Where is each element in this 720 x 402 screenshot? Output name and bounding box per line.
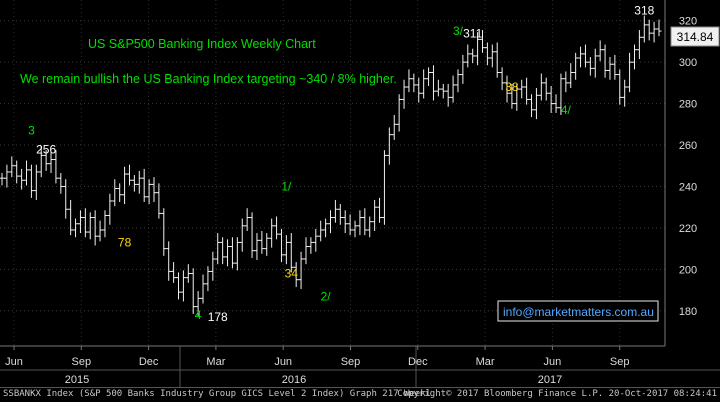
contact-email[interactable]: info@marketmatters.com.au <box>503 305 654 319</box>
annotation-label: 34 <box>285 267 299 281</box>
x-axis: Jun Sep Dec Mar Jun Sep Dec Mar Jun Sep 2015 2016 20… <box>0 345 720 388</box>
annotation-label: 256 <box>36 142 56 156</box>
x-tick-label: Jun <box>544 356 562 368</box>
annotation-label: 4 <box>195 308 202 322</box>
x-tick-label: Dec <box>408 356 428 368</box>
footer-source: SSBANKX Index (S&P 500 Banks Industry Gr… <box>3 389 432 399</box>
annotation-label: 318 <box>634 4 654 18</box>
footer-copyright: Copyright© 2017 Bloomberg Finance L.P. 2… <box>397 389 717 399</box>
y-tick-label: 280 <box>679 99 697 111</box>
x-tick-label: Jun <box>274 356 292 368</box>
chart-title: US S&P500 Banking Index Weekly Chart <box>88 37 316 51</box>
last-value-label: 314.84 <box>677 30 714 44</box>
y-tick-label: 220 <box>679 223 697 235</box>
annotation-label: 2/ <box>321 289 332 303</box>
annotation-label: 3 <box>28 124 35 138</box>
y-tick-label: 200 <box>679 264 697 276</box>
chart-commentary: We remain bullish the US Banking Index t… <box>20 72 397 86</box>
x-tick-label: Mar <box>476 356 495 368</box>
grid-lines <box>0 0 665 346</box>
x-tick-label: Sep <box>72 356 92 368</box>
x-tick-label: Mar <box>206 356 225 368</box>
annotation-label: 78 <box>118 236 132 250</box>
y-tick-label: 240 <box>679 181 697 193</box>
contact-box <box>497 300 659 322</box>
x-tick-label: Sep <box>341 356 361 368</box>
x-tick-label: Jun <box>5 356 23 368</box>
annotation-label: 3/ <box>453 24 464 38</box>
y-tick-label: 320 <box>679 16 697 28</box>
annotation-label: 1/ <box>281 180 292 194</box>
y-tick-label: 260 <box>679 140 697 152</box>
y-tick-label: 180 <box>679 306 697 318</box>
annotation-label: 178 <box>208 310 228 324</box>
price-bars <box>0 15 662 316</box>
annotation-label: 4/ <box>561 103 572 117</box>
year-label: 2016 <box>282 374 306 386</box>
annotation-label: 311 <box>463 26 482 40</box>
footer-bar: SSBANKX Index (S&P 500 Banks Industry Gr… <box>0 387 720 402</box>
annotation-label: 38 <box>505 80 519 94</box>
x-tick-label: Dec <box>139 356 159 368</box>
y-axis: 180 200 220 240 260 280 300 320 <box>664 0 697 346</box>
year-label: 2017 <box>538 374 562 386</box>
last-value-tag: 314.84 <box>670 26 720 47</box>
x-tick-label: Sep <box>610 356 630 368</box>
y-tick-label: 300 <box>679 57 697 69</box>
year-label: 2015 <box>65 374 89 386</box>
